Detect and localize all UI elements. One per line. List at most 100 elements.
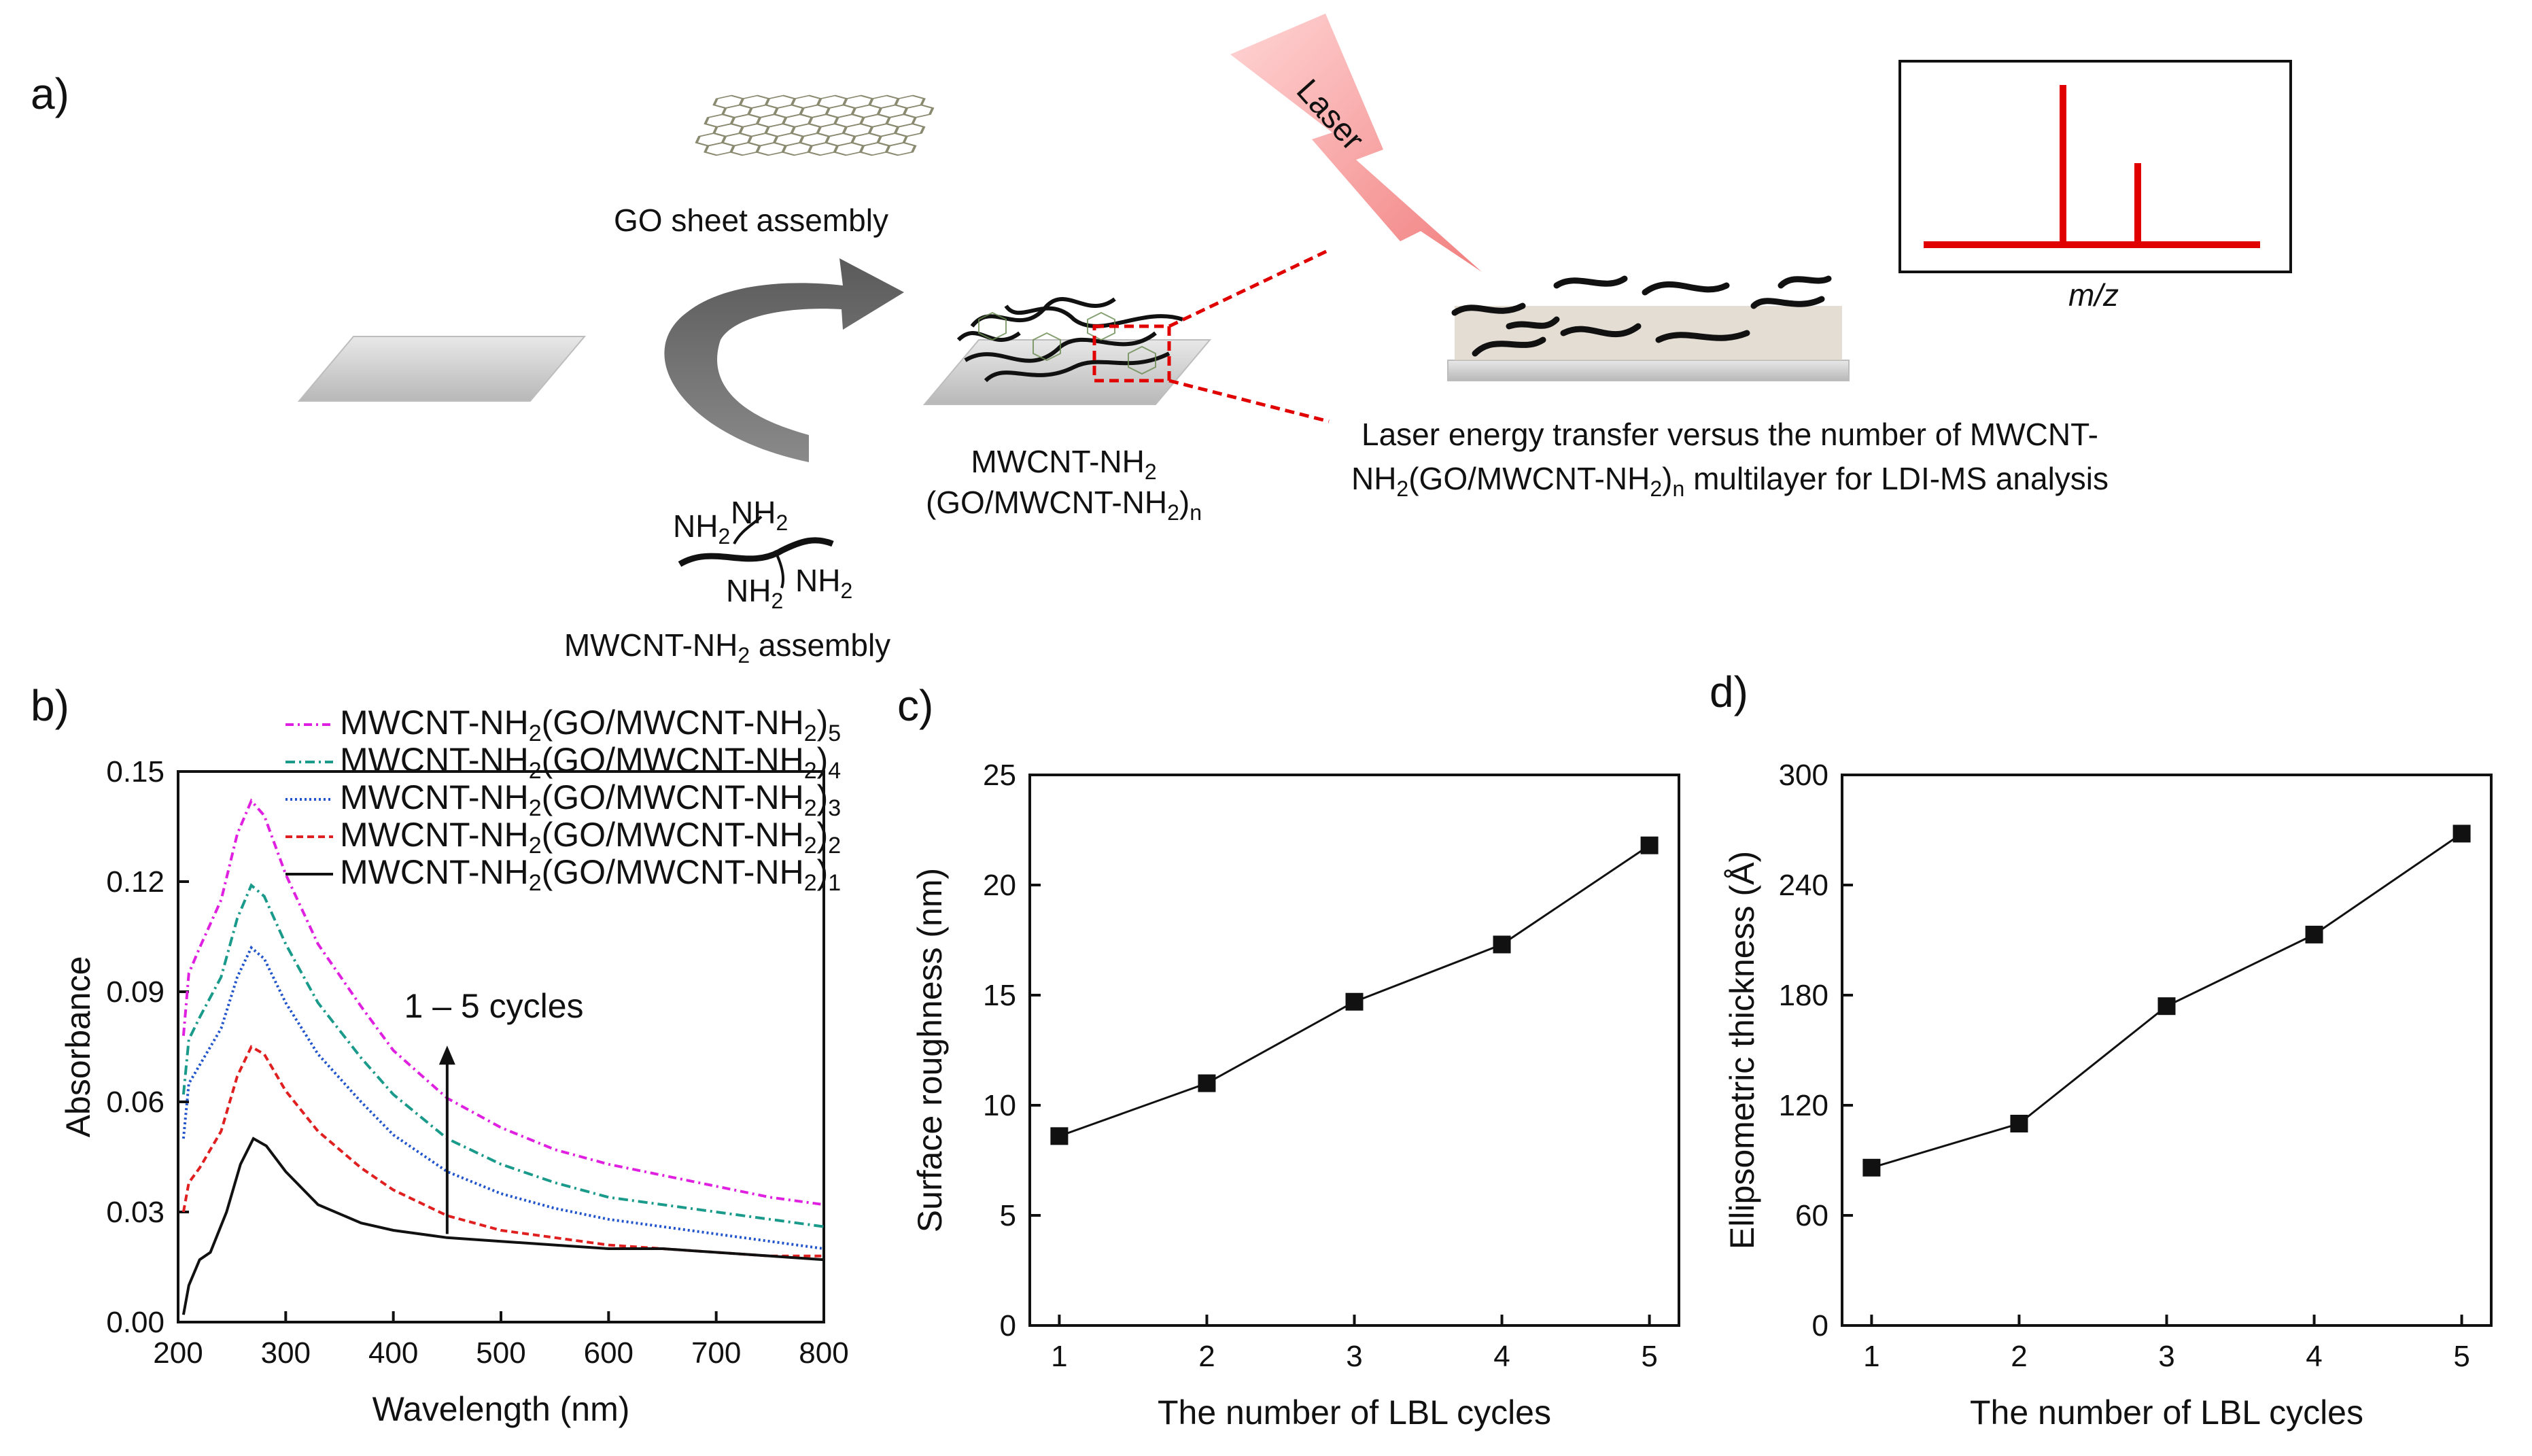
absorbance-ytick-label: 0.03 [106, 1196, 164, 1229]
absorbance-xtick-label: 700 [691, 1336, 741, 1370]
go-sheet-label: GO sheet assembly [614, 203, 888, 238]
absorbance-xtick-label: 200 [153, 1336, 203, 1370]
go-hexagon [704, 114, 736, 128]
legend-entry-part: 2 [804, 721, 817, 746]
roughness-xtick-label: 5 [1641, 1340, 1657, 1373]
roughness-plot-frame [1028, 774, 1680, 1327]
thickness-xtick-label: 4 [2306, 1340, 2322, 1373]
legend-entry-part: (GO/MWCNT-NH [542, 741, 804, 779]
roughness-point [1493, 935, 1511, 954]
thickness-point [2010, 1115, 2028, 1132]
panel-b: b) 200 300 400 500 600 700 800 0.00 0.03 0.06 0.09… [31, 681, 849, 1428]
absorbance-xtick-label: 500 [476, 1336, 525, 1370]
thickness-point [2305, 925, 2323, 943]
legend-entry-part: (GO/MWCNT-NH [542, 816, 804, 854]
legend-entry-part: 3 [828, 795, 841, 821]
panel-c: c) 1 2 3 4 5 0 5 10 15 20 25 The number of LBL cycl… [897, 681, 1680, 1432]
thickness-chart: 1 2 3 4 5 0 60 120 180 240 300 The number of LBL cy… [1723, 759, 2493, 1432]
legend-entry-part: 2 [529, 758, 542, 784]
substrate-plate [297, 336, 587, 402]
thickness-ytick-label: 240 [1779, 869, 1828, 902]
go-hexagon [884, 141, 917, 156]
go-hexagon [755, 141, 788, 156]
go-hexagon [712, 94, 745, 109]
thickness-xtick-label: 3 [2158, 1340, 2174, 1373]
legend-entry-part: MWCNT-NH [340, 704, 529, 742]
go-hexagon [833, 141, 865, 156]
absorbance-series-2 [181, 1045, 824, 1258]
legend-entry-part: MWCNT-NH [340, 778, 529, 816]
panel-a-label: a) [31, 69, 69, 118]
absorbance-ytick-label: 0.06 [106, 1086, 164, 1119]
absorbance-xlabel: Wavelength (nm) [372, 1390, 630, 1428]
laser-bolt: Laser [1230, 14, 1482, 272]
thickness-point [2452, 825, 2471, 843]
panel-c-label: c) [897, 681, 933, 730]
thickness-ytick-label: 0 [1812, 1309, 1828, 1342]
roughness-chart: 1 2 3 4 5 0 5 10 15 20 25 The number of LBL cycles S… [911, 759, 1680, 1432]
nh2-label-1: NH2 [673, 508, 730, 549]
cycles-arrow-head [438, 1045, 455, 1065]
thickness-xtick-label: 1 [1863, 1340, 1879, 1373]
mwcnt-nh2-molecule: NH2 NH2 NH2 NH2 [673, 495, 852, 613]
roughness-series-line [1058, 844, 1650, 1137]
roughness-point [1640, 836, 1659, 854]
roughness-xtick-label: 2 [1198, 1340, 1215, 1373]
thickness-xlabel: The number of LBL cycles [1970, 1393, 2363, 1432]
roughness-ytick-label: 20 [983, 869, 1016, 902]
legend-entry-part: 2 [529, 721, 542, 746]
legend-entry-part: 1 [828, 870, 841, 896]
panel-d-label: d) [1710, 668, 1748, 716]
absorbance-xtick-label: 600 [584, 1336, 634, 1370]
thickness-ylabel: Ellipsometric thickness (Å) [1723, 851, 1761, 1249]
legend-entry-1: MWCNT-NH2(GO/MWCNT-NH2)1 [340, 853, 841, 896]
absorbance-xtick-label: 300 [261, 1336, 311, 1370]
mz-label: m/z [2068, 277, 2119, 313]
laser-target-illustration [1447, 275, 1850, 381]
legend-entry-part: 2 [804, 758, 817, 784]
roughness-point [1345, 992, 1364, 1011]
legend-entry-part: 2 [529, 870, 542, 896]
absorbance-ytick-label: 0.15 [106, 755, 164, 788]
laser-description-line2: NH2(GO/MWCNT-NH2)n multilayer for LDI-MS… [1351, 461, 2109, 501]
nh2-label-4: NH2 [795, 563, 852, 603]
legend-entry-part: 2 [529, 833, 542, 859]
roughness-xtick-label: 3 [1346, 1340, 1362, 1373]
go-hexagon [859, 141, 891, 156]
legend-entry-part: ) [817, 816, 829, 854]
legend-entry-part: 2 [529, 795, 542, 821]
panel-b-label: b) [31, 681, 69, 730]
absorbance-series-5 [181, 798, 825, 1207]
legend-entry-part: (GO/MWCNT-NH [542, 704, 804, 742]
legend-entry-part: ) [817, 741, 829, 779]
legend-entry-3: MWCNT-NH2(GO/MWCNT-NH2)3 [340, 778, 841, 821]
nh2-label-3: NH2 [726, 573, 783, 613]
cycles-annotation: 1 – 5 cycles [404, 987, 584, 1025]
legend-entry-part: MWCNT-NH [340, 816, 529, 854]
legend-entry-part: (GO/MWCNT-NH [542, 778, 804, 816]
thickness-xtick-label: 5 [2453, 1340, 2469, 1373]
thickness-ytick-label: 120 [1779, 1089, 1828, 1122]
thickness-point [2157, 997, 2176, 1016]
go-hexagon [807, 141, 839, 156]
go-hexagon [729, 141, 762, 156]
thickness-plot-frame [1841, 774, 2493, 1327]
roughness-ylabel: Surface roughness (nm) [911, 868, 949, 1232]
roughness-xlabel: The number of LBL cycles [1158, 1393, 1551, 1432]
absorbance-xtick-label: 800 [799, 1336, 848, 1370]
go-hexagon [704, 141, 735, 156]
legend-entry-4: MWCNT-NH2(GO/MWCNT-NH2)4 [340, 741, 841, 784]
roughness-ytick-label: 25 [983, 759, 1016, 792]
go-hexagon [781, 141, 814, 156]
legend-entry-part: ) [817, 778, 829, 816]
panel-a: a) GO sheet assembly NH2 NH2 NH2 NH2 MWC… [31, 14, 2292, 668]
thickness-ytick-label: 60 [1795, 1199, 1828, 1232]
roughness-ytick-label: 5 [1000, 1199, 1016, 1232]
thickness-ytick-label: 180 [1779, 979, 1828, 1012]
roughness-ytick-label: 15 [983, 979, 1016, 1012]
legend-entry-part: ) [817, 704, 829, 742]
legend-entry-part: 2 [828, 833, 841, 859]
absorbance-series-1 [181, 1137, 825, 1315]
legend-entry-part: 4 [828, 758, 841, 784]
